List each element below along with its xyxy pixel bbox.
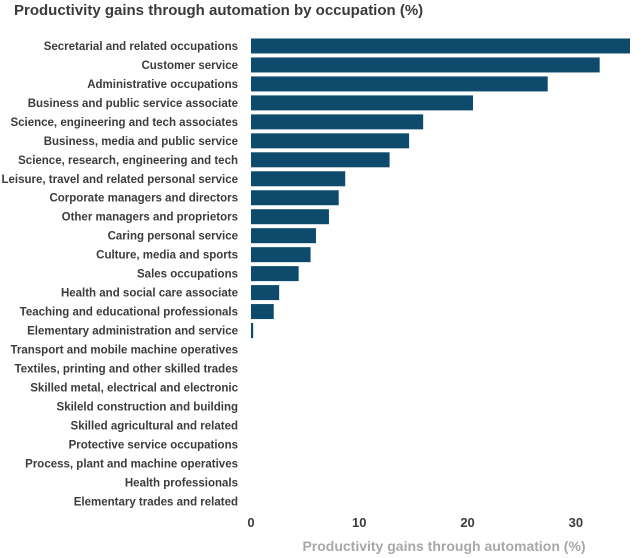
bar bbox=[251, 76, 548, 92]
bar bbox=[251, 323, 254, 339]
category-label: Business and public service associate bbox=[28, 98, 238, 110]
category-label: Teaching and educational professionals bbox=[20, 307, 238, 319]
bar bbox=[251, 266, 299, 282]
category-label: Science, engineering and tech associates bbox=[10, 117, 238, 129]
bar bbox=[251, 171, 346, 187]
category-label: Health and social care associate bbox=[61, 288, 238, 300]
category-label: Transport and mobile machine operatives bbox=[10, 345, 238, 357]
category-label: Elementary trades and related bbox=[74, 496, 238, 508]
category-label: Culture, media and sports bbox=[96, 250, 238, 262]
bar bbox=[251, 190, 339, 206]
bar bbox=[251, 95, 473, 111]
chart-title: Productivity gains through automation by… bbox=[14, 2, 424, 19]
bar bbox=[251, 247, 311, 263]
category-label: Skileld construction and building bbox=[57, 401, 238, 413]
bar bbox=[251, 304, 274, 320]
category-label: Health professionals bbox=[125, 477, 238, 489]
category-label: Secretarial and related occupations bbox=[44, 41, 238, 53]
category-label: Textiles, printing and other skilled tra… bbox=[15, 363, 238, 375]
category-label: Administrative occupations bbox=[87, 79, 238, 91]
category-label: Corporate managers and directors bbox=[49, 193, 238, 205]
category-label: Skilled metal, electrical and electronic bbox=[30, 382, 238, 394]
x-tick-label: 30 bbox=[569, 515, 583, 530]
bar bbox=[251, 285, 280, 301]
category-label: Process, plant and machine operatives bbox=[25, 458, 238, 470]
bar bbox=[251, 38, 630, 54]
bar bbox=[251, 228, 316, 244]
bar bbox=[251, 152, 390, 168]
category-label: Customer service bbox=[141, 60, 238, 72]
category-label: Science, research, engineering and tech bbox=[18, 155, 238, 167]
bar bbox=[251, 209, 329, 225]
x-axis-label: Productivity gains through automation (%… bbox=[302, 538, 585, 554]
category-label: Caring personal service bbox=[108, 231, 238, 243]
category-label: Elementary administration and service bbox=[27, 326, 238, 338]
category-label: Skilled agricultural and related bbox=[71, 420, 238, 432]
category-label: Protective service occupations bbox=[69, 439, 238, 451]
x-tick-label: 0 bbox=[247, 515, 254, 530]
category-label: Sales occupations bbox=[137, 269, 238, 281]
bar bbox=[251, 57, 600, 73]
category-label: Business, media and public service bbox=[44, 136, 238, 148]
x-tick-label: 10 bbox=[352, 515, 366, 530]
x-tick-label: 20 bbox=[460, 515, 474, 530]
bar bbox=[251, 114, 424, 130]
category-label: Other managers and proprietors bbox=[62, 212, 238, 224]
bar bbox=[251, 133, 410, 149]
category-label: Leisure, travel and related personal ser… bbox=[1, 174, 238, 186]
